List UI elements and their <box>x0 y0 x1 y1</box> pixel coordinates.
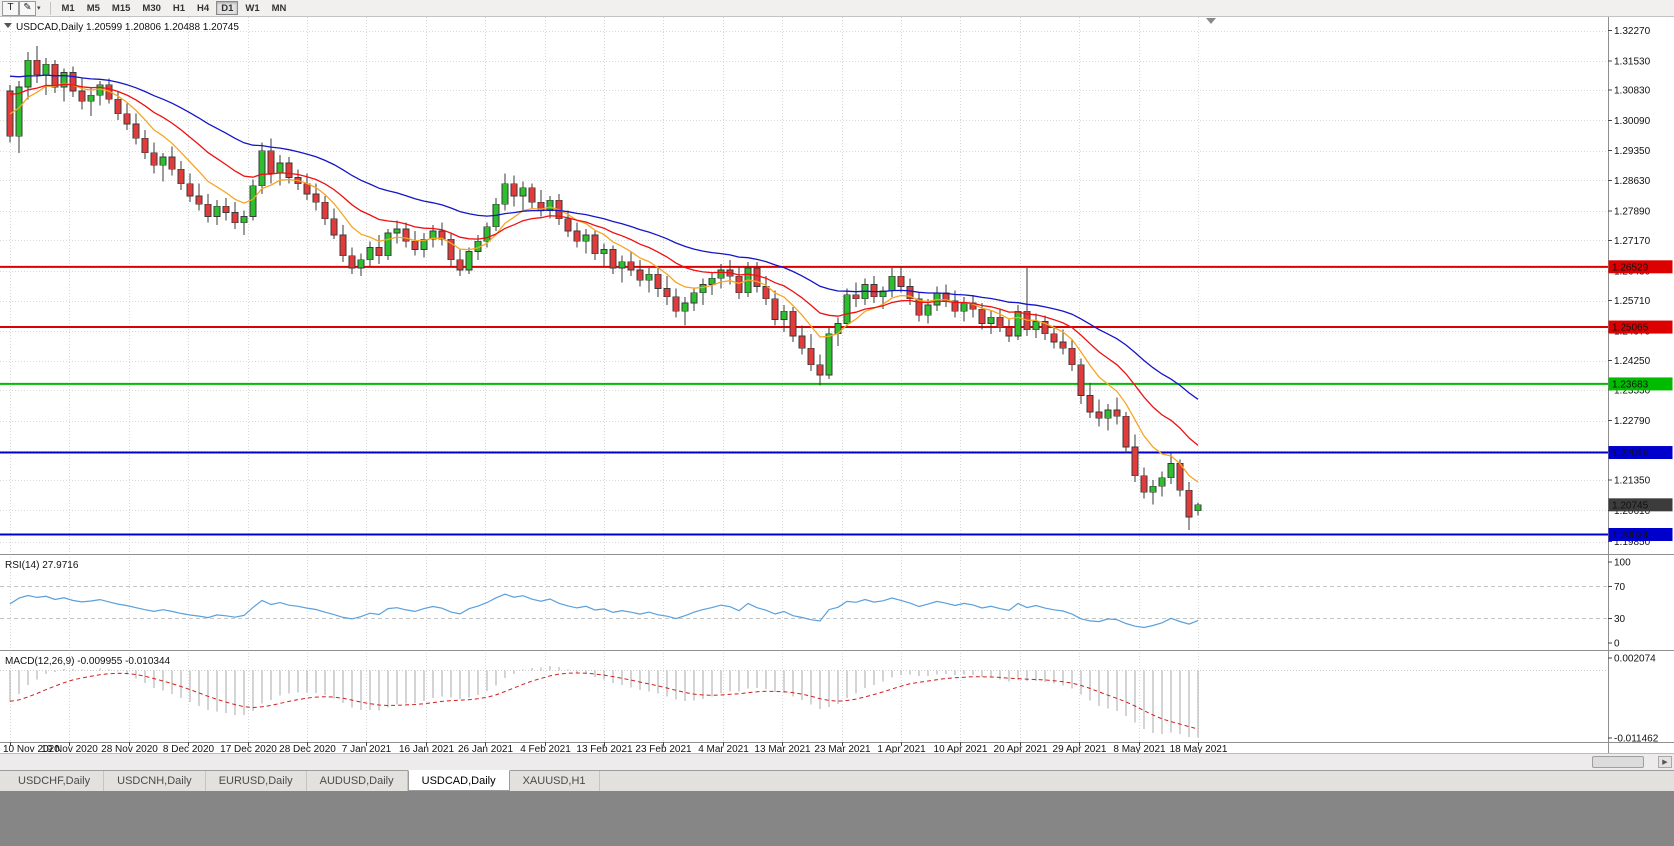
hline-price-label: 1.22016 <box>1608 446 1673 460</box>
date-tick-label: 8 Dec 2020 <box>163 744 215 753</box>
draw-tool-button[interactable]: ✎ <box>19 0 36 16</box>
top-toolbar: T ✎ ▾ M1 M5 M15 M30 H1 H4 D1 W1 MN <box>0 0 1674 17</box>
toolbar-separator <box>49 1 51 15</box>
current-price-label: 1.20745 <box>1608 498 1673 512</box>
price-tick-label: 1.20610 <box>1614 506 1651 517</box>
date-tick-label: 23 Feb 2021 <box>635 744 692 753</box>
svg-text:1.20745: 1.20745 <box>1612 500 1649 511</box>
date-tick-label: 17 Dec 2020 <box>220 744 277 753</box>
price-tick-label: 1.29350 <box>1614 146 1651 157</box>
date-tick-label: 10 Apr 2021 <box>934 744 988 753</box>
macd-tick-label: 0.002074 <box>1614 654 1656 665</box>
timeframe-button-h4[interactable]: H4 <box>192 1 214 15</box>
svg-text:1.26529: 1.26529 <box>1612 262 1649 273</box>
date-tick-label: 13 Mar 2021 <box>754 744 811 753</box>
tab-usdcnh-daily[interactable]: USDCNH,Daily <box>104 771 206 791</box>
ma-line-slow <box>9 74 1199 400</box>
timeframe-button-w1[interactable]: W1 <box>240 1 264 15</box>
price-tick-label: 1.24250 <box>1614 356 1651 367</box>
collapse-arrow-icon[interactable] <box>4 23 12 28</box>
timeframe-button-mn[interactable]: MN <box>267 1 292 15</box>
hline-price-label: 1.25065 <box>1608 320 1673 334</box>
timeframe-toolbar: M1 M5 M15 M30 H1 H4 D1 W1 MN <box>56 1 293 15</box>
svg-text:1.23683: 1.23683 <box>1612 379 1649 390</box>
timeframe-button-m1[interactable]: M1 <box>57 1 80 15</box>
date-tick-label: 10 Nov 2020 <box>3 744 60 753</box>
rsi-tick-label: 70 <box>1614 582 1626 593</box>
date-tick-label: 8 May 2021 <box>1113 744 1166 753</box>
timeframe-button-d1[interactable]: D1 <box>216 1 239 15</box>
price-tick-label: 1.31530 <box>1614 57 1651 68</box>
price-tick-label: 1.27890 <box>1614 206 1651 217</box>
macd-signal-line <box>9 672 1199 730</box>
ma-line-mid <box>9 83 1199 446</box>
date-tick-label: 28 Dec 2020 <box>279 744 336 753</box>
scrollbar-right-arrow-icon[interactable]: ▶ <box>1658 756 1672 768</box>
date-tick-label: 20 Apr 2021 <box>994 744 1048 753</box>
timeframe-button-m15[interactable]: M15 <box>107 1 135 15</box>
price-tick-label: 1.28630 <box>1614 176 1651 187</box>
price-tick-label: 1.22790 <box>1614 416 1651 427</box>
date-tick-label: 4 Feb 2021 <box>520 744 571 753</box>
horizontal-scrollbar[interactable]: ▶ <box>0 753 1674 770</box>
date-tick-label: 4 Mar 2021 <box>698 744 749 753</box>
hline-price-label: 1.26529 <box>1608 260 1673 274</box>
chart-background <box>0 17 1674 753</box>
price-tick-label: 1.25710 <box>1614 296 1651 307</box>
price-tick-label: 1.19850 <box>1614 537 1651 548</box>
tab-usdcad-daily[interactable]: USDCAD,Daily <box>407 770 510 791</box>
date-tick-label: 29 Apr 2021 <box>1053 744 1107 753</box>
date-tick-label: 7 Jan 2021 <box>342 744 392 753</box>
chart-title: USDCAD,Daily 1.20599 1.20806 1.20488 1.2… <box>16 22 239 33</box>
date-tick-label: 26 Jan 2021 <box>458 744 513 753</box>
date-tick-label: 16 Jan 2021 <box>399 744 454 753</box>
date-tick-label: 28 Nov 2020 <box>101 744 158 753</box>
svg-text:1.25065: 1.25065 <box>1612 323 1649 334</box>
price-tick-label: 1.32270 <box>1614 26 1651 37</box>
scrollbar-thumb[interactable] <box>1592 756 1644 768</box>
rsi-tick-label: 0 <box>1614 639 1620 650</box>
rsi-label: RSI(14) 27.9716 <box>5 560 79 571</box>
chart-shift-marker[interactable] <box>1206 18 1216 24</box>
macd-label: MACD(12,26,9) -0.009955 -0.010344 <box>5 656 171 667</box>
date-tick-label: 19 Nov 2020 <box>41 744 98 753</box>
hline-price-label: 1.20024 <box>1608 527 1673 541</box>
hline-price-label: 1.23683 <box>1608 377 1673 391</box>
ma-line-fast <box>9 82 1199 483</box>
chevron-down-icon[interactable]: ▾ <box>37 5 41 12</box>
price-tick-label: 1.21350 <box>1614 475 1651 486</box>
price-tick-label: 1.30830 <box>1614 85 1651 96</box>
chart-canvas[interactable]: USDCAD,Daily 1.20599 1.20806 1.20488 1.2… <box>0 17 1674 753</box>
text-tool-button[interactable]: T <box>2 0 19 16</box>
date-tick-label: 23 Mar 2021 <box>814 744 871 753</box>
svg-text:1.22016: 1.22016 <box>1612 448 1649 459</box>
chart-tab-bar: USDCHF,Daily USDCNH,Daily EURUSD,Daily AUDU… <box>0 770 1674 791</box>
tab-eurusd-daily[interactable]: EURUSD,Daily <box>206 771 307 791</box>
rsi-levels <box>0 585 1608 620</box>
timeframe-button-m5[interactable]: M5 <box>82 1 105 15</box>
timeframe-button-m30[interactable]: M30 <box>137 1 165 15</box>
price-tick-label: 1.30090 <box>1614 116 1651 127</box>
price-tick-label: 1.27170 <box>1614 236 1651 247</box>
tab-audusd-daily[interactable]: AUDUSD,Daily <box>307 771 408 791</box>
svg-text:1.20024: 1.20024 <box>1612 530 1649 541</box>
price-axis[interactable]: 1.32270 1.31530 1.30830 1.30090 1.29350 1.286… <box>1608 17 1673 753</box>
date-tick-label: 18 May 2021 <box>1170 744 1228 753</box>
timeframe-button-h1[interactable]: H1 <box>168 1 190 15</box>
symbol-ohlc-label: USDCAD,Daily 1.20599 1.20806 1.20488 1.2… <box>4 22 239 33</box>
tab-usdchf-daily[interactable]: USDCHF,Daily <box>5 771 105 791</box>
price-tick-label: 1.23530 <box>1614 386 1651 397</box>
date-tick-label: 13 Feb 2021 <box>576 744 633 753</box>
rsi-line <box>9 593 1199 629</box>
grid-layer <box>0 17 1608 742</box>
rsi-tick-label: 30 <box>1614 614 1626 625</box>
date-tick-label: 1 Apr 2021 <box>877 744 926 753</box>
macd-tick-label: -0.011462 <box>1614 734 1659 745</box>
tab-xauusd-h1[interactable]: XAUUSD,H1 <box>510 771 600 791</box>
window-background <box>0 791 1674 846</box>
rsi-tick-label: 100 <box>1614 558 1631 569</box>
